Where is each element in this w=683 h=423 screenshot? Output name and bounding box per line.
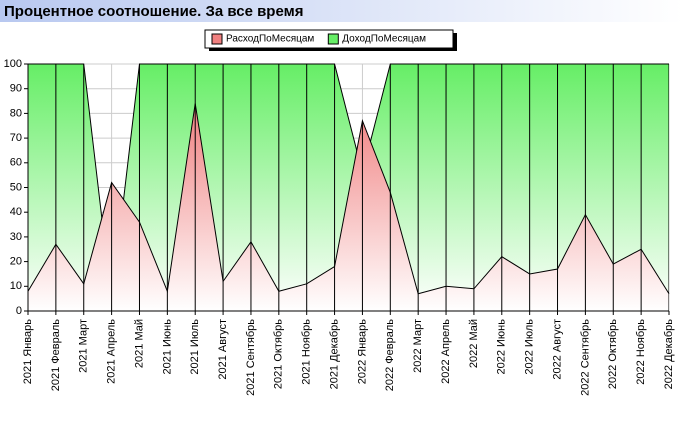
x-tick-label: 2022 Октябрь [607, 319, 619, 389]
x-tick-label: 2022 Февраль [384, 319, 396, 392]
x-tick-label: 2021 Июнь [161, 319, 173, 375]
legend-label: ДоходПоМесяцам [342, 34, 426, 45]
y-tick-label: 90 [10, 83, 22, 95]
legend-swatch [327, 33, 339, 45]
x-tick-label: 2022 Май [468, 319, 480, 368]
x-tick-label: 2022 Апрель [440, 319, 452, 384]
y-tick-label: 30 [10, 231, 22, 243]
title-bar [0, 0, 683, 22]
x-tick-label: 2022 Ноябрь [635, 319, 647, 385]
y-tick-label: 100 [4, 58, 22, 70]
y-tick-label: 60 [10, 157, 22, 169]
area-outline [27, 103, 670, 295]
x-tick-label: 2022 Июль [524, 319, 536, 375]
legend-label: РасходПоМесяцам [226, 34, 314, 45]
area-outline [28, 63, 669, 302]
x-tick-label: 2022 Сентябрь [579, 319, 591, 396]
y-tick-label: 50 [10, 181, 22, 193]
x-tick-label: 2021 Апрель [106, 319, 118, 384]
x-tick-label: 2021 Декабрь [328, 319, 340, 390]
x-tick-label: 2021 Июль [189, 319, 201, 375]
x-tick-label: 2022 Декабрь [663, 319, 675, 390]
x-tick-label: 2022 Июнь [496, 319, 508, 375]
x-tick-label: 2021 Январь [22, 319, 34, 385]
y-tick-label: 80 [10, 107, 22, 119]
area [28, 103, 669, 312]
x-tick-label: 2021 Август [217, 319, 229, 380]
x-tick-label: 2022 Январь [356, 319, 368, 385]
legend: РасходПоМесяцам ДоходПоМесяцам [204, 29, 457, 51]
x-tick-label: 2021 Сентябрь [245, 319, 257, 396]
chart-title: Процентное соотношение. За все время [4, 3, 303, 20]
y-tick-label: 70 [10, 132, 22, 144]
x-tick-label: 2021 Май [133, 319, 145, 368]
x-tick-label: 2021 Ноябрь [301, 319, 313, 385]
y-tick-label: 20 [10, 256, 22, 268]
x-tick-label: 2021 Октябрь [273, 319, 285, 389]
y-tick-label: 0 [16, 305, 22, 317]
x-tick-label: 2021 Февраль [50, 319, 62, 392]
y-tick-label: 10 [10, 280, 22, 292]
x-tick-label: 2022 Август [551, 319, 563, 380]
x-tick-label: 2022 Март [412, 319, 424, 373]
legend-swatch [211, 33, 223, 45]
y-tick-label: 40 [10, 206, 22, 218]
x-tick-label: 2021 Март [78, 319, 90, 373]
